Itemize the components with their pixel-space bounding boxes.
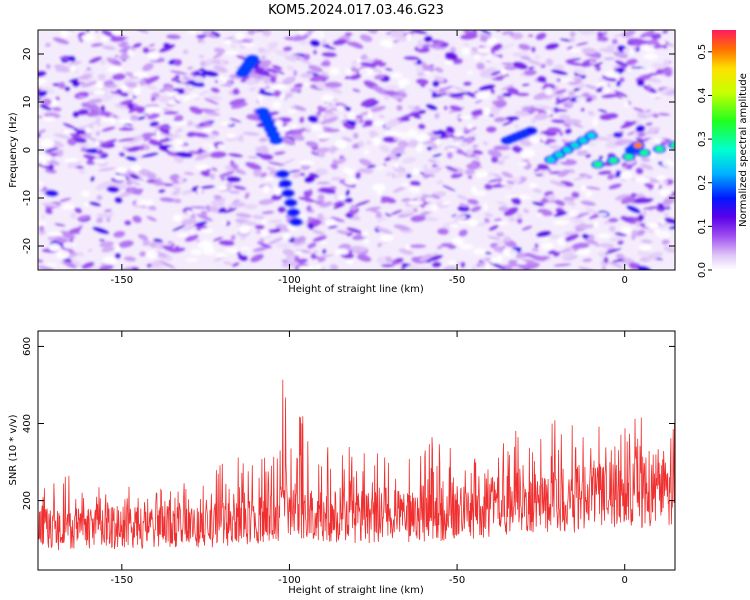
heatmap-feature (278, 171, 288, 177)
heatmap-feature (554, 151, 564, 158)
colorbar: 0.0 0.1 0.2 0.3 0.4 0.5 Normalized spectral a… (697, 30, 749, 278)
colorbar-tick-label: 0.1 (697, 218, 708, 234)
heatmap-feature (526, 127, 536, 134)
colorbar-ticks: 0.0 0.1 0.2 0.3 0.4 0.5 (697, 44, 712, 278)
heatmap-xtick-label: -100 (278, 275, 301, 286)
snr-frame (37, 330, 676, 571)
snr-ticks: -150 -100 -50 0 200 400 600 (22, 331, 675, 586)
heatmap-feature (670, 142, 675, 149)
chart-title: KOM5.2024.017.03.46.G23 (268, 3, 444, 18)
heatmap-feature (578, 137, 588, 144)
snr-ytick-label: 400 (22, 414, 33, 433)
heatmap-ytick-label: 10 (22, 96, 33, 109)
heatmap-feature (286, 199, 296, 206)
heatmap-ytick-label: 0 (22, 147, 33, 153)
heatmap-feature (546, 156, 556, 163)
heatmap-ylabel: Frequency (Hz) (8, 112, 19, 188)
heatmap-ytick-label: -20 (22, 238, 33, 254)
heatmap-feature (248, 55, 258, 62)
heatmap-xtick-label: -50 (449, 275, 465, 286)
snr-xtick-label: 0 (622, 575, 628, 586)
colorbar-label: Normalized spectral amplitude (738, 73, 749, 227)
heatmap-feature (291, 219, 301, 225)
heatmap-feature (593, 161, 603, 168)
heatmap-feature (570, 142, 580, 149)
heatmap-ytick-label: -10 (22, 190, 33, 206)
colorbar-tick-label: 0.0 (697, 262, 708, 278)
heatmap-feature (562, 147, 572, 153)
heatmap-xtick-label: 0 (622, 275, 628, 286)
snr-ytick-label: 600 (22, 337, 33, 356)
heatmap-ytick-label: 20 (22, 48, 33, 61)
heatmap-feature (639, 149, 649, 156)
snr-xlabel: Height of straight line (km) (288, 585, 424, 596)
snr-ytick-label: 200 (22, 491, 33, 510)
colorbar-tick-label: 0.5 (697, 44, 708, 60)
colorbar-tick-label: 0.2 (697, 175, 708, 191)
colorbar-tick-label: 0.4 (697, 88, 708, 104)
heatmap-feature (271, 137, 281, 144)
heatmap-feature (633, 142, 643, 149)
snr-xtick-label: -50 (449, 575, 465, 586)
snr-series-line (38, 379, 675, 551)
heatmap-feature (624, 153, 634, 160)
colorbar-tick-label: 0.3 (697, 131, 708, 147)
snr-ylabel: SNR (10 * v/v) (8, 414, 19, 485)
heatmap-feature (586, 132, 596, 139)
snr-panel: -150 -100 -50 0 200 400 600 Height of straight… (8, 330, 676, 596)
colorbar-gradient (712, 30, 736, 270)
heatmap-feature (280, 180, 290, 187)
heatmap-xtick-label: -150 (110, 275, 133, 286)
snr-xtick-label: -100 (278, 575, 301, 586)
heatmap-xlabel: Height of straight line (km) (288, 284, 424, 295)
heatmap-feature (608, 157, 618, 164)
heatmap-feature (288, 209, 298, 216)
snr-xtick-label: -150 (110, 575, 133, 586)
heatmap-field (38, 30, 675, 270)
heatmap-feature (655, 146, 665, 153)
heatmap-feature (283, 190, 293, 197)
